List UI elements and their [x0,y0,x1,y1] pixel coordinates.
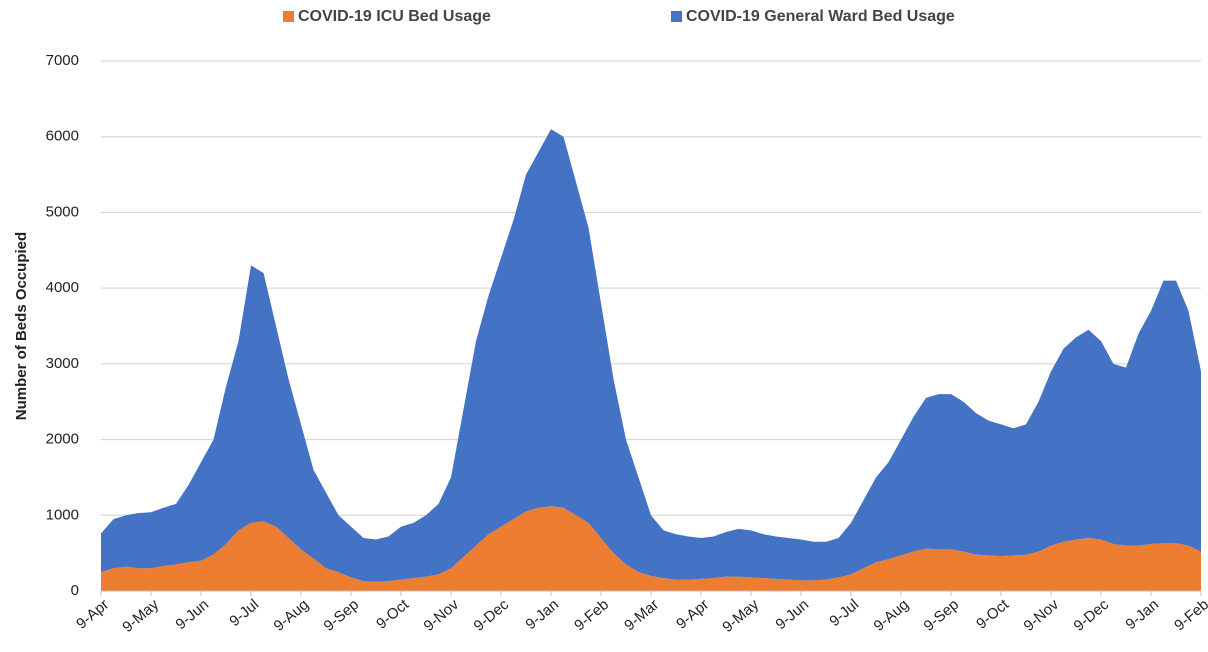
x-tick-label: 9-Jun [772,596,812,633]
x-tick-label: 9-Nov [1021,596,1063,635]
x-tick-label: 9-Feb [571,596,612,634]
y-tick-label: 1000 [46,506,79,523]
x-tick-label: 9-Jan [522,596,562,633]
area [101,129,1201,582]
x-tick-label: 9-Nov [421,596,463,635]
x-tick-label: 9-Apr [73,596,112,633]
y-tick-label: 0 [71,582,79,599]
x-tick-label: 9-Dec [1071,596,1113,635]
x-tick-label: 9-Oct [373,596,413,633]
x-tick-label: 9-Mar [621,596,662,634]
y-axis-title: Number of Beds Occupied [13,232,30,420]
legend-swatch [283,11,294,22]
x-tick-label: 9-Jun [172,596,212,633]
x-tick-label: 9-Aug [271,596,313,635]
x-tick-label: 9-Sep [921,596,963,635]
legend-text: COVID-19 General Ward Bed Usage [686,8,955,25]
y-tick-label: 5000 [46,203,79,220]
x-tick-label: 9-Jul [826,596,862,630]
x-tick-label: 9-Oct [973,596,1013,633]
y-tick-label: 2000 [46,431,79,448]
x-tick-label: 9-Jul [226,596,262,630]
y-tick-label: 3000 [46,355,79,372]
legend-swatch [671,11,682,22]
x-tick-label: 9-May [119,596,162,636]
x-tick-label: 9-May [719,596,762,636]
x-tick-label: 9-Feb [1171,596,1208,634]
area [101,506,1201,591]
legend-text: COVID-19 ICU Bed Usage [298,8,491,25]
x-tick-label: 9-Dec [471,596,513,635]
y-tick-label: 7000 [46,52,79,69]
x-tick-label: 9-Aug [871,596,913,635]
x-tick-label: 9-Sep [321,596,363,635]
y-tick-label: 6000 [46,128,79,145]
y-tick-label: 4000 [46,279,79,296]
x-tick-label: 9-Jan [1122,596,1162,633]
x-tick-label: 9-Apr [673,596,712,633]
